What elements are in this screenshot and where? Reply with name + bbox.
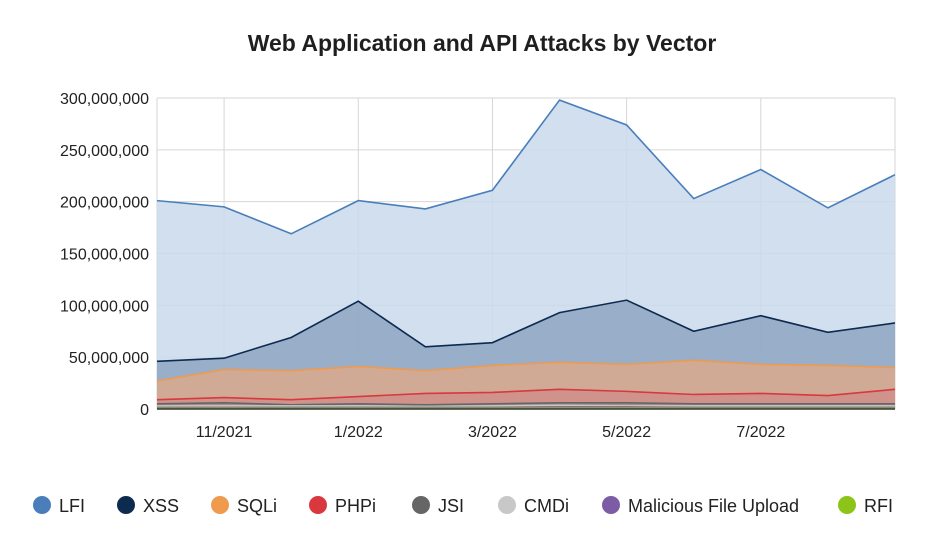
legend-label: LFI xyxy=(59,496,85,516)
x-tick-label: 1/2022 xyxy=(334,424,383,441)
legend-swatch xyxy=(498,496,516,514)
legend-item-rfi: RFI xyxy=(838,496,893,516)
y-tick-label: 50,000,000 xyxy=(69,350,149,367)
legend-label: CMDi xyxy=(524,496,569,516)
legend-item-lfi: LFI xyxy=(33,496,85,516)
line-lfi xyxy=(156,99,896,235)
line-jsi xyxy=(156,401,895,406)
y-tick-labels: 0 50,000,000 100,000,000 150,000,000 200,000… xyxy=(60,91,149,419)
x-tick-label: 3/2022 xyxy=(468,424,517,441)
line-cmdi xyxy=(157,404,895,408)
legend-item-cmdi: CMDi xyxy=(498,496,569,516)
line-xss xyxy=(156,299,896,363)
y-tick-label: 150,000,000 xyxy=(60,247,149,264)
y-tick-label: 300,000,000 xyxy=(60,91,149,108)
legend-item-malicious-file-upload: Malicious File Upload xyxy=(602,496,799,516)
legend-item-jsi: JSI xyxy=(412,496,464,516)
legend-label: RFI xyxy=(864,496,893,516)
legend-swatch xyxy=(117,496,135,514)
chart-title: Web Application and API Attacks by Vecto… xyxy=(248,30,717,56)
legend-label: Malicious File Upload xyxy=(628,496,799,516)
legend-item-sqli: SQLi xyxy=(211,496,277,516)
line-phpi xyxy=(156,388,896,401)
legend-item-phpi: PHPi xyxy=(309,496,376,516)
legend-item-xss: XSS xyxy=(117,496,179,516)
legend-swatch xyxy=(33,496,51,514)
y-tick-label: 100,000,000 xyxy=(60,298,149,315)
y-tick-label: 0 xyxy=(140,402,149,419)
y-tick-label: 200,000,000 xyxy=(60,195,149,212)
y-tick-label: 250,000,000 xyxy=(60,143,149,160)
legend-swatch xyxy=(309,496,327,514)
x-tick-label: 5/2022 xyxy=(602,424,651,441)
legend-swatch xyxy=(602,496,620,514)
line-sqli xyxy=(156,359,896,382)
legend-label: XSS xyxy=(143,496,179,516)
legend: LFI XSS SQLi PHPi JSI CMDi Malicious File Uplo… xyxy=(33,496,893,516)
legend-swatch xyxy=(838,496,856,514)
legend-label: PHPi xyxy=(335,496,376,516)
legend-label: JSI xyxy=(438,496,464,516)
x-tick-label: 11/2021 xyxy=(196,424,253,441)
legend-swatch xyxy=(412,496,430,514)
line-malicious-file-upload xyxy=(157,406,895,409)
x-tick-labels: 11/2021 1/2022 3/2022 5/2022 7/2022 xyxy=(196,424,786,441)
legend-swatch xyxy=(211,496,229,514)
legend-label: SQLi xyxy=(237,496,277,516)
x-tick-label: 7/2022 xyxy=(736,424,785,441)
